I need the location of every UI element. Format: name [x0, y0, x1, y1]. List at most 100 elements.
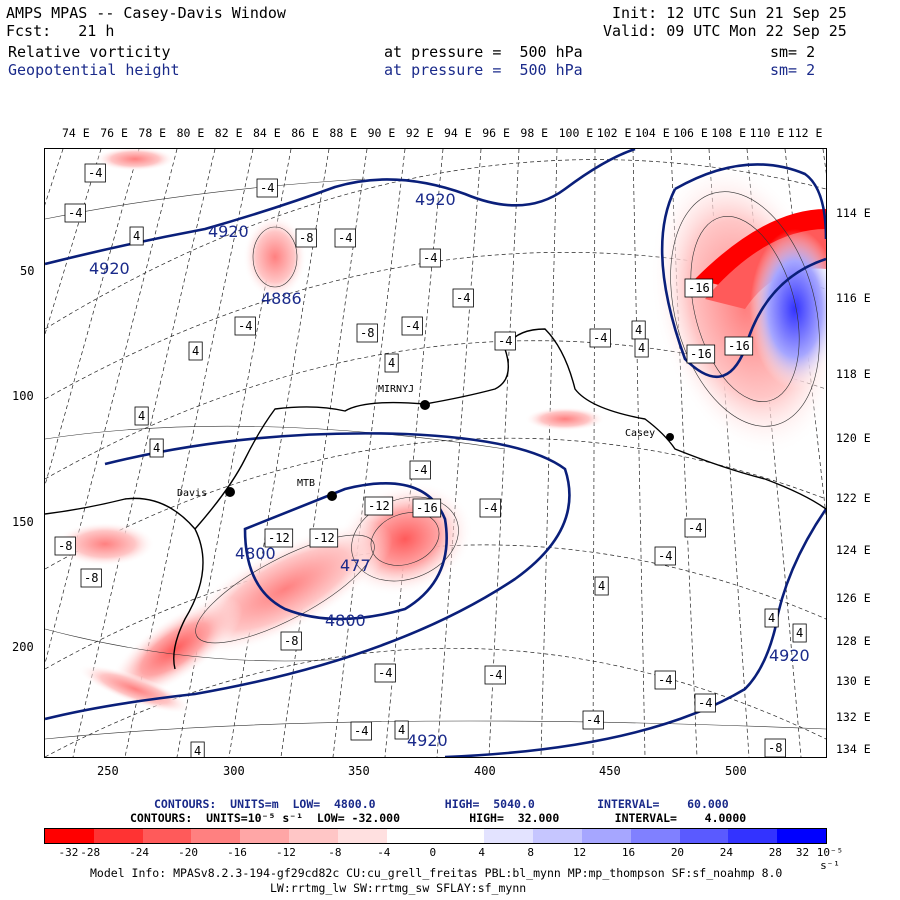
- vorticity-label: 4: [388, 356, 395, 370]
- meridian-line: [540, 148, 558, 758]
- color-bar-swatch: [630, 829, 680, 843]
- vorticity-label: -4: [688, 521, 702, 535]
- longitude-label-top: 84 E: [253, 126, 281, 140]
- height-label: 4800: [325, 611, 366, 630]
- vorticity-label: -4: [378, 666, 392, 680]
- station-mtb-marker: [327, 491, 337, 501]
- x-axis-label: 350: [348, 764, 370, 778]
- longitude-label-top: 110 E: [749, 126, 785, 140]
- longitude-label-right: 128 E: [836, 634, 871, 648]
- vorticity-label: -4: [593, 331, 607, 345]
- vorticity-label: -8: [360, 326, 374, 340]
- y-axis-label: 50: [20, 264, 35, 278]
- vorticity-label: -4: [488, 668, 502, 682]
- longitude-label-top: 108 E: [711, 126, 747, 140]
- color-bar-swatch: [337, 829, 387, 843]
- init-time: Init: 12 UTC Sun 21 Sep 25: [612, 4, 847, 22]
- station-markers: [225, 400, 674, 501]
- vorticity-label: -8: [284, 634, 298, 648]
- longitude-label-top: 102 E: [596, 126, 632, 140]
- map-panel: MIRNYJ Davis MTB Casey 4920 4920 4920 48…: [0, 147, 900, 761]
- station-casey-label: Casey: [625, 428, 655, 439]
- color-bar-label: 20: [670, 846, 685, 859]
- longitude-label-top: 74 E: [62, 126, 90, 140]
- field2-smoothing: sm= 2: [770, 61, 816, 79]
- height-label: 4920: [415, 190, 456, 209]
- meridian-line: [488, 148, 520, 758]
- color-bar-label: 32: [795, 846, 810, 859]
- color-bar-swatch: [435, 829, 485, 843]
- vorticity-label-box: [582, 710, 604, 730]
- longitude-label-top: 112 E: [787, 126, 823, 140]
- vorticity-label-box: [64, 203, 86, 223]
- field2-name: Geopotential height: [8, 61, 180, 79]
- color-bar-swatch: [142, 829, 192, 843]
- longitude-label-top: 82 E: [214, 126, 243, 140]
- vorticity-label-box: [264, 528, 294, 548]
- longitude-label-right: 132 E: [836, 710, 871, 724]
- vorticity-label: 4: [153, 441, 160, 455]
- vorticity-label-box: [594, 576, 609, 596]
- vorticity-label-box: [589, 328, 611, 348]
- vorticity-label: 4: [598, 579, 605, 593]
- vorticity-label-box: [479, 498, 501, 518]
- vorticity-label-box: [724, 336, 754, 356]
- longitude-label-top: 106 E: [673, 126, 708, 140]
- longitude-label-right: 134 E: [836, 742, 871, 756]
- vorticity-label-box: [295, 228, 317, 248]
- station-mirnyj-marker: [420, 400, 430, 410]
- model-info-line1: Model Info: MPASv8.2.3-194-gf29cd82c CU:…: [90, 866, 783, 880]
- station-casey-marker: [666, 433, 674, 441]
- color-bar-label: -20: [178, 846, 198, 859]
- x-axis-label: 250: [97, 764, 119, 778]
- longitude-label-top: 96 E: [482, 126, 510, 140]
- vorticity-label: -12: [368, 499, 390, 513]
- longitude-label-right: 118 E: [836, 367, 871, 381]
- color-bar-label: 4: [478, 846, 485, 859]
- field2-level: at pressure = 500 hPa: [384, 61, 583, 79]
- vorticity-label-box: [409, 460, 431, 480]
- vorticity-label-box: [234, 316, 256, 336]
- vorticity-label-box: [84, 163, 106, 183]
- vorticity-label-box: [412, 498, 442, 518]
- vorticity-label: 4: [398, 723, 405, 737]
- color-bar: [44, 828, 827, 844]
- longitude-label-top: 100 E: [558, 126, 594, 140]
- longitude-label-top: 104 E: [635, 126, 670, 140]
- vorticity-label: 4: [638, 341, 645, 355]
- vorticity-label: -4: [260, 181, 274, 195]
- vorticity-label-box: [394, 720, 409, 740]
- station-davis-marker: [225, 487, 235, 497]
- station-mirnyj-label: MIRNYJ: [378, 384, 414, 395]
- vorticity-label: -12: [268, 531, 290, 545]
- color-bar-swatch: [728, 829, 778, 843]
- vorticity-label: -8: [768, 741, 782, 755]
- color-bar-unit: 10⁻⁵ s⁻¹: [816, 846, 844, 872]
- color-bar-swatch: [289, 829, 338, 843]
- color-bar-label: 8: [527, 846, 534, 859]
- color-bar-label: -24: [129, 846, 150, 859]
- vorticity-label: -4: [238, 319, 252, 333]
- vorticity-label: -4: [456, 291, 470, 305]
- color-bar-label: -4: [377, 846, 391, 859]
- vorticity-label-box: [419, 248, 441, 268]
- vorticity-label-box: [792, 623, 807, 643]
- vorticity-label-box: [684, 518, 706, 538]
- meridian-line: [436, 148, 482, 758]
- color-bar-swatch: [240, 829, 290, 843]
- longitude-label-top: 86 E: [291, 126, 319, 140]
- longitude-label-top: 78 E: [138, 126, 167, 140]
- longitude-label-right: 116 E: [836, 291, 871, 305]
- vorticity-label: -8: [58, 539, 72, 553]
- vorticity-label-box: [654, 546, 676, 566]
- vorticity-label: -4: [483, 501, 497, 515]
- vorticity-label-box: [384, 353, 399, 373]
- field1-smoothing: sm= 2: [770, 43, 816, 61]
- color-bar-label: 16: [621, 846, 636, 859]
- longitude-label-right: 124 E: [836, 543, 871, 557]
- vorticity-label-box: [686, 344, 716, 364]
- vorticity-label-box: [401, 316, 423, 336]
- vorticity-label-box: [634, 338, 649, 358]
- meridian-line: [124, 148, 254, 758]
- longitude-label-top: 92 E: [405, 126, 434, 140]
